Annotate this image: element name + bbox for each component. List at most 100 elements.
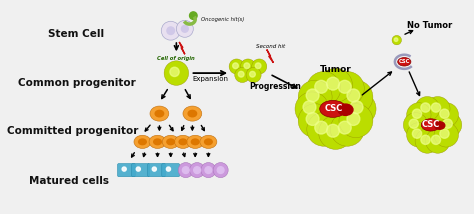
Circle shape [164,61,189,85]
Circle shape [407,123,431,147]
Circle shape [190,12,197,19]
Text: No Tumor: No Tumor [407,21,452,31]
Text: CSC: CSC [422,120,440,129]
Ellipse shape [205,139,212,145]
Circle shape [315,121,328,134]
Circle shape [350,101,363,114]
Text: Expansion: Expansion [192,76,228,82]
Circle shape [421,103,430,112]
Ellipse shape [398,58,411,66]
Circle shape [229,59,244,74]
Circle shape [176,20,193,37]
Circle shape [392,35,401,45]
Circle shape [161,21,180,40]
Circle shape [152,167,156,171]
Ellipse shape [320,100,346,117]
Circle shape [178,163,193,178]
Ellipse shape [200,135,217,149]
Circle shape [394,38,398,42]
Circle shape [306,89,319,102]
Circle shape [339,80,373,114]
Ellipse shape [188,110,197,117]
Text: Committed progenitor: Committed progenitor [7,126,138,135]
Text: Cell of origin: Cell of origin [156,56,194,61]
Circle shape [298,80,332,114]
Circle shape [182,25,188,32]
Ellipse shape [187,135,204,149]
Circle shape [431,103,441,112]
Circle shape [338,80,351,93]
Circle shape [415,97,439,121]
Ellipse shape [338,104,353,115]
Circle shape [409,119,419,128]
FancyBboxPatch shape [147,163,165,177]
Circle shape [190,163,205,178]
Ellipse shape [134,135,151,149]
Circle shape [338,121,351,134]
Circle shape [182,167,189,174]
Circle shape [330,112,365,146]
Ellipse shape [155,110,164,117]
Circle shape [306,113,319,125]
Circle shape [307,112,341,146]
Circle shape [167,27,174,34]
Ellipse shape [150,106,169,121]
Circle shape [233,63,238,69]
Circle shape [315,80,328,93]
Ellipse shape [149,135,166,149]
Circle shape [407,103,431,127]
Ellipse shape [154,139,161,145]
Circle shape [194,167,201,174]
FancyBboxPatch shape [162,163,180,177]
Circle shape [235,67,250,83]
Circle shape [339,104,373,138]
Circle shape [244,63,250,69]
Ellipse shape [191,139,199,145]
Circle shape [412,109,422,118]
Circle shape [170,67,179,77]
Circle shape [201,163,216,178]
Circle shape [434,103,458,127]
Circle shape [330,71,365,106]
Circle shape [295,92,329,126]
Text: Matured cells: Matured cells [29,176,109,186]
Text: Common progenitor: Common progenitor [18,77,136,88]
Circle shape [246,67,261,83]
FancyBboxPatch shape [118,163,136,177]
Circle shape [440,129,449,138]
Circle shape [217,167,224,174]
Text: Progression: Progression [249,82,301,91]
Circle shape [421,135,430,144]
Circle shape [438,113,462,137]
Circle shape [307,71,341,106]
Text: CSC: CSC [399,59,410,64]
Circle shape [166,167,171,171]
Circle shape [319,116,353,149]
Circle shape [403,113,428,137]
Circle shape [415,129,439,153]
Circle shape [238,71,244,77]
Ellipse shape [174,135,191,149]
Circle shape [347,113,360,125]
Circle shape [298,104,332,138]
Text: Oncogenic hit(s): Oncogenic hit(s) [201,17,244,22]
Ellipse shape [179,139,187,145]
Circle shape [250,71,255,77]
Ellipse shape [162,135,179,149]
Circle shape [426,97,450,121]
Circle shape [327,124,339,137]
Ellipse shape [138,139,146,145]
Circle shape [319,68,353,102]
Ellipse shape [435,122,445,129]
Circle shape [205,167,212,174]
Ellipse shape [167,139,174,145]
Circle shape [136,167,140,171]
Ellipse shape [421,119,440,131]
Circle shape [347,89,360,102]
Circle shape [327,77,339,90]
Polygon shape [179,42,185,54]
Circle shape [443,119,452,128]
Circle shape [255,63,261,69]
Circle shape [342,92,376,126]
Circle shape [440,109,449,118]
